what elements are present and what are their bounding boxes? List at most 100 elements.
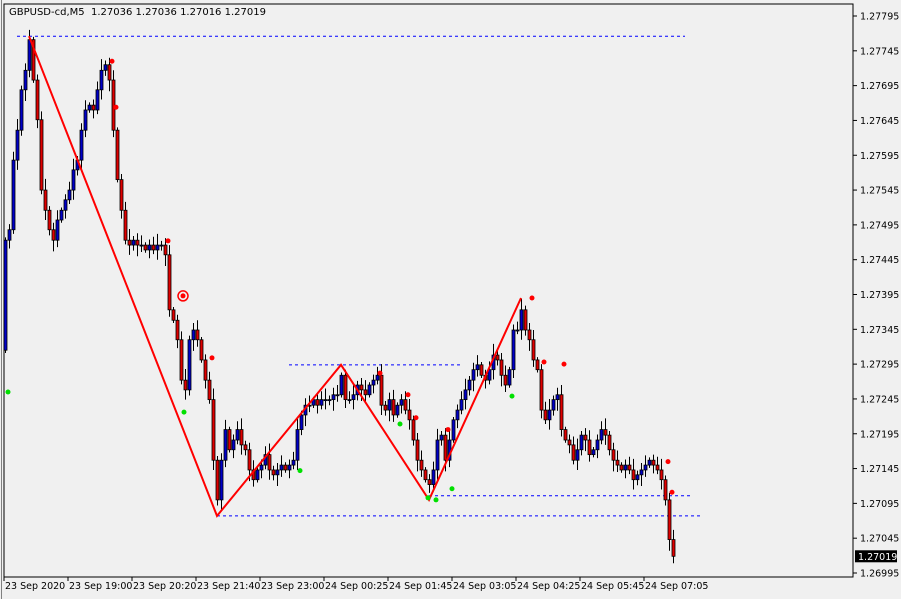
candle-body [371, 379, 376, 386]
candle-body [187, 339, 192, 391]
sell-signal-dot [405, 392, 411, 398]
candle-body [111, 79, 116, 131]
candle-body [63, 199, 68, 211]
y-tick-label: 1.27745 [860, 46, 899, 57]
candle-body [299, 414, 304, 430]
y-tick-label: 1.27695 [860, 81, 899, 92]
sell-signal-dot [413, 415, 419, 421]
candle-body [563, 429, 568, 441]
current-price-label: 1.27019 [858, 552, 897, 563]
candle-body [535, 359, 540, 371]
candle-body [99, 69, 104, 91]
candle-body [23, 69, 28, 91]
candle-body [7, 229, 12, 241]
candle-body [519, 309, 524, 331]
candle-body [191, 329, 196, 341]
candle-body [19, 89, 24, 131]
candle-body [127, 239, 132, 246]
candle-body [51, 229, 56, 241]
candle-body [291, 459, 296, 466]
candle-body [475, 364, 480, 371]
candle-body [343, 374, 348, 401]
candle-body [407, 409, 412, 421]
candle-body [547, 409, 552, 421]
candle-body [243, 444, 248, 451]
x-tick-label: 23 Sep 20:20 [133, 581, 196, 592]
candle-body [567, 439, 572, 446]
candle-body [515, 329, 520, 332]
candle-body [443, 434, 448, 461]
candle-body [411, 419, 416, 441]
candle-body [71, 169, 76, 191]
candle-body [327, 399, 332, 402]
candle-body [135, 239, 140, 246]
x-tick-label: 23 Sep 23:00 [261, 581, 324, 592]
candle-body [399, 399, 404, 406]
candle-body [159, 244, 164, 247]
candle-body [335, 394, 340, 397]
candle-body [39, 119, 44, 191]
y-tick-label: 1.27495 [860, 220, 899, 231]
candle-body [467, 379, 472, 391]
y-tick-label: 1.27795 [860, 12, 899, 23]
candle-body [671, 539, 676, 557]
candle-body [495, 354, 500, 361]
candle-body [219, 459, 224, 501]
candle-body [271, 469, 276, 476]
candle-body [167, 254, 172, 311]
candle-body [143, 244, 148, 251]
candle-body [391, 399, 396, 416]
candle-body [379, 374, 384, 406]
candle-body [531, 339, 536, 361]
candle-body [3, 239, 8, 351]
buy-signal-dot [5, 389, 11, 395]
candle-body [611, 449, 616, 461]
candle-body [455, 409, 460, 421]
candle-body [619, 464, 624, 471]
candle-body [667, 499, 672, 540]
candle-body [431, 469, 436, 485]
target-marker-icon [180, 293, 186, 299]
candle-body [339, 374, 344, 396]
candle-body [119, 179, 124, 211]
candle-body [103, 64, 108, 71]
candle-body [171, 309, 176, 321]
candle-body [275, 469, 280, 476]
x-tick-label: 24 Sep 04:25 [517, 581, 580, 592]
candle-body [459, 399, 464, 411]
candle-body [419, 459, 424, 471]
zigzag-line [28, 35, 522, 518]
sell-signal-dot [109, 58, 115, 64]
target-marker-ring [177, 290, 189, 302]
candle-body [351, 394, 356, 401]
candle-body [479, 364, 484, 376]
candle-body [179, 339, 184, 381]
candle-body [239, 429, 244, 446]
candle-body [643, 464, 648, 471]
symbol-label: GBPUSD-cd,M5 [9, 7, 85, 18]
x-tick-label: 23 Sep 2020 [5, 581, 65, 592]
candle-body [91, 104, 96, 111]
candle-body [59, 209, 64, 221]
x-tick-label: 24 Sep 05:45 [581, 581, 644, 592]
buy-signal-dot [425, 495, 431, 501]
candle-body [599, 429, 604, 441]
candle-body [591, 449, 596, 456]
y-tick-label: 1.27295 [860, 360, 899, 371]
candle-body [635, 474, 640, 481]
candle-body [247, 449, 252, 471]
candle-body [627, 464, 632, 471]
sell-signal-dot [665, 459, 671, 465]
candle-body [223, 429, 228, 461]
candle-body [115, 129, 120, 181]
sell-signal-dot [445, 427, 451, 433]
chart-title: GBPUSD-cd,M5 1.27036 1.27036 1.27016 1.2… [9, 7, 266, 18]
y-tick-label: 1.27445 [860, 255, 899, 266]
candle-body [503, 374, 508, 386]
candle-body [655, 464, 660, 471]
x-tick-label: 23 Sep 19:00 [69, 581, 132, 592]
candle-body [155, 244, 160, 251]
candle-body [287, 464, 292, 471]
buy-signal-dot [297, 468, 303, 474]
